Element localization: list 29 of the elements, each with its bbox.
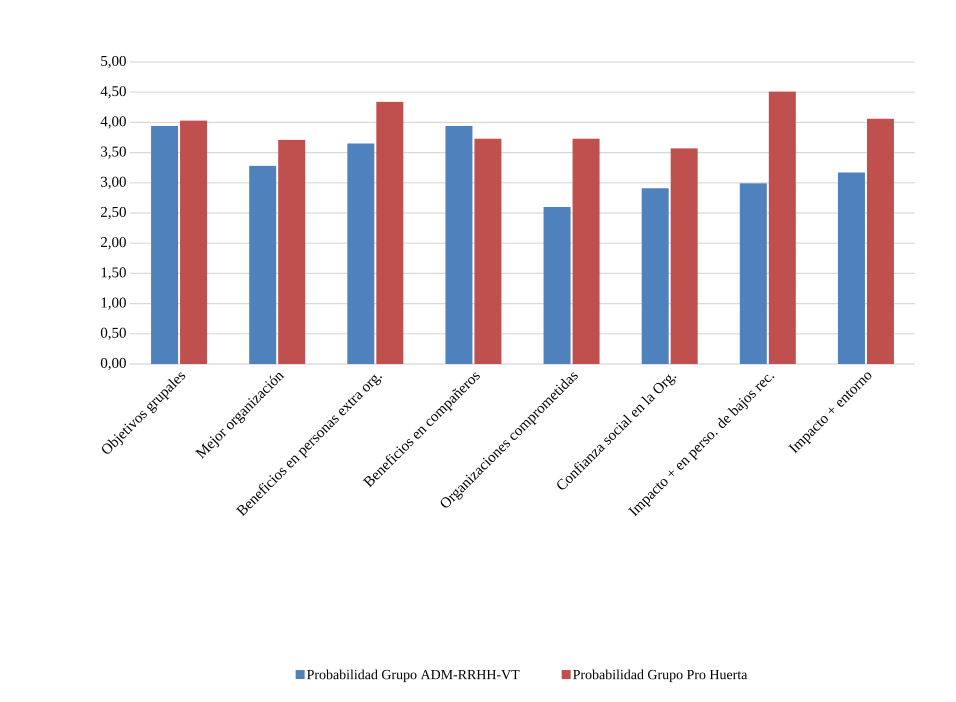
bar bbox=[445, 126, 472, 364]
bar bbox=[642, 188, 669, 364]
y-tick-label: 2,50 bbox=[100, 206, 126, 220]
bar bbox=[768, 92, 796, 364]
legend-label: Probabilidad Grupo Pro Huerta bbox=[573, 669, 748, 682]
y-tick-label: 5,00 bbox=[101, 56, 126, 68]
y-tick-label: 1,50 bbox=[102, 267, 126, 280]
bar bbox=[278, 140, 306, 364]
y-tick-label: 2,00 bbox=[100, 237, 126, 250]
bar bbox=[474, 138, 502, 364]
bar bbox=[670, 148, 698, 364]
bar bbox=[740, 183, 767, 364]
y-tick-label: 3,00 bbox=[101, 176, 126, 189]
bar bbox=[544, 206, 571, 364]
bar bbox=[249, 166, 276, 364]
bar bbox=[838, 172, 865, 364]
bar bbox=[180, 120, 208, 364]
bar bbox=[376, 102, 404, 364]
legend-label: Probabilidad Grupo ADM-RRHH-VT bbox=[307, 669, 520, 682]
bar bbox=[866, 118, 894, 364]
y-tick-label: 0,00 bbox=[100, 358, 126, 370]
bar bbox=[572, 138, 600, 364]
y-tick-label: 3,50 bbox=[101, 146, 126, 159]
bar bbox=[151, 126, 178, 364]
bar bbox=[347, 144, 374, 364]
y-tick-label: 1,00 bbox=[102, 297, 126, 310]
y-tick-label: 4,50 bbox=[100, 86, 126, 98]
y-tick-label: 0,50 bbox=[100, 328, 126, 340]
y-tick-label: 4,00 bbox=[100, 116, 126, 129]
